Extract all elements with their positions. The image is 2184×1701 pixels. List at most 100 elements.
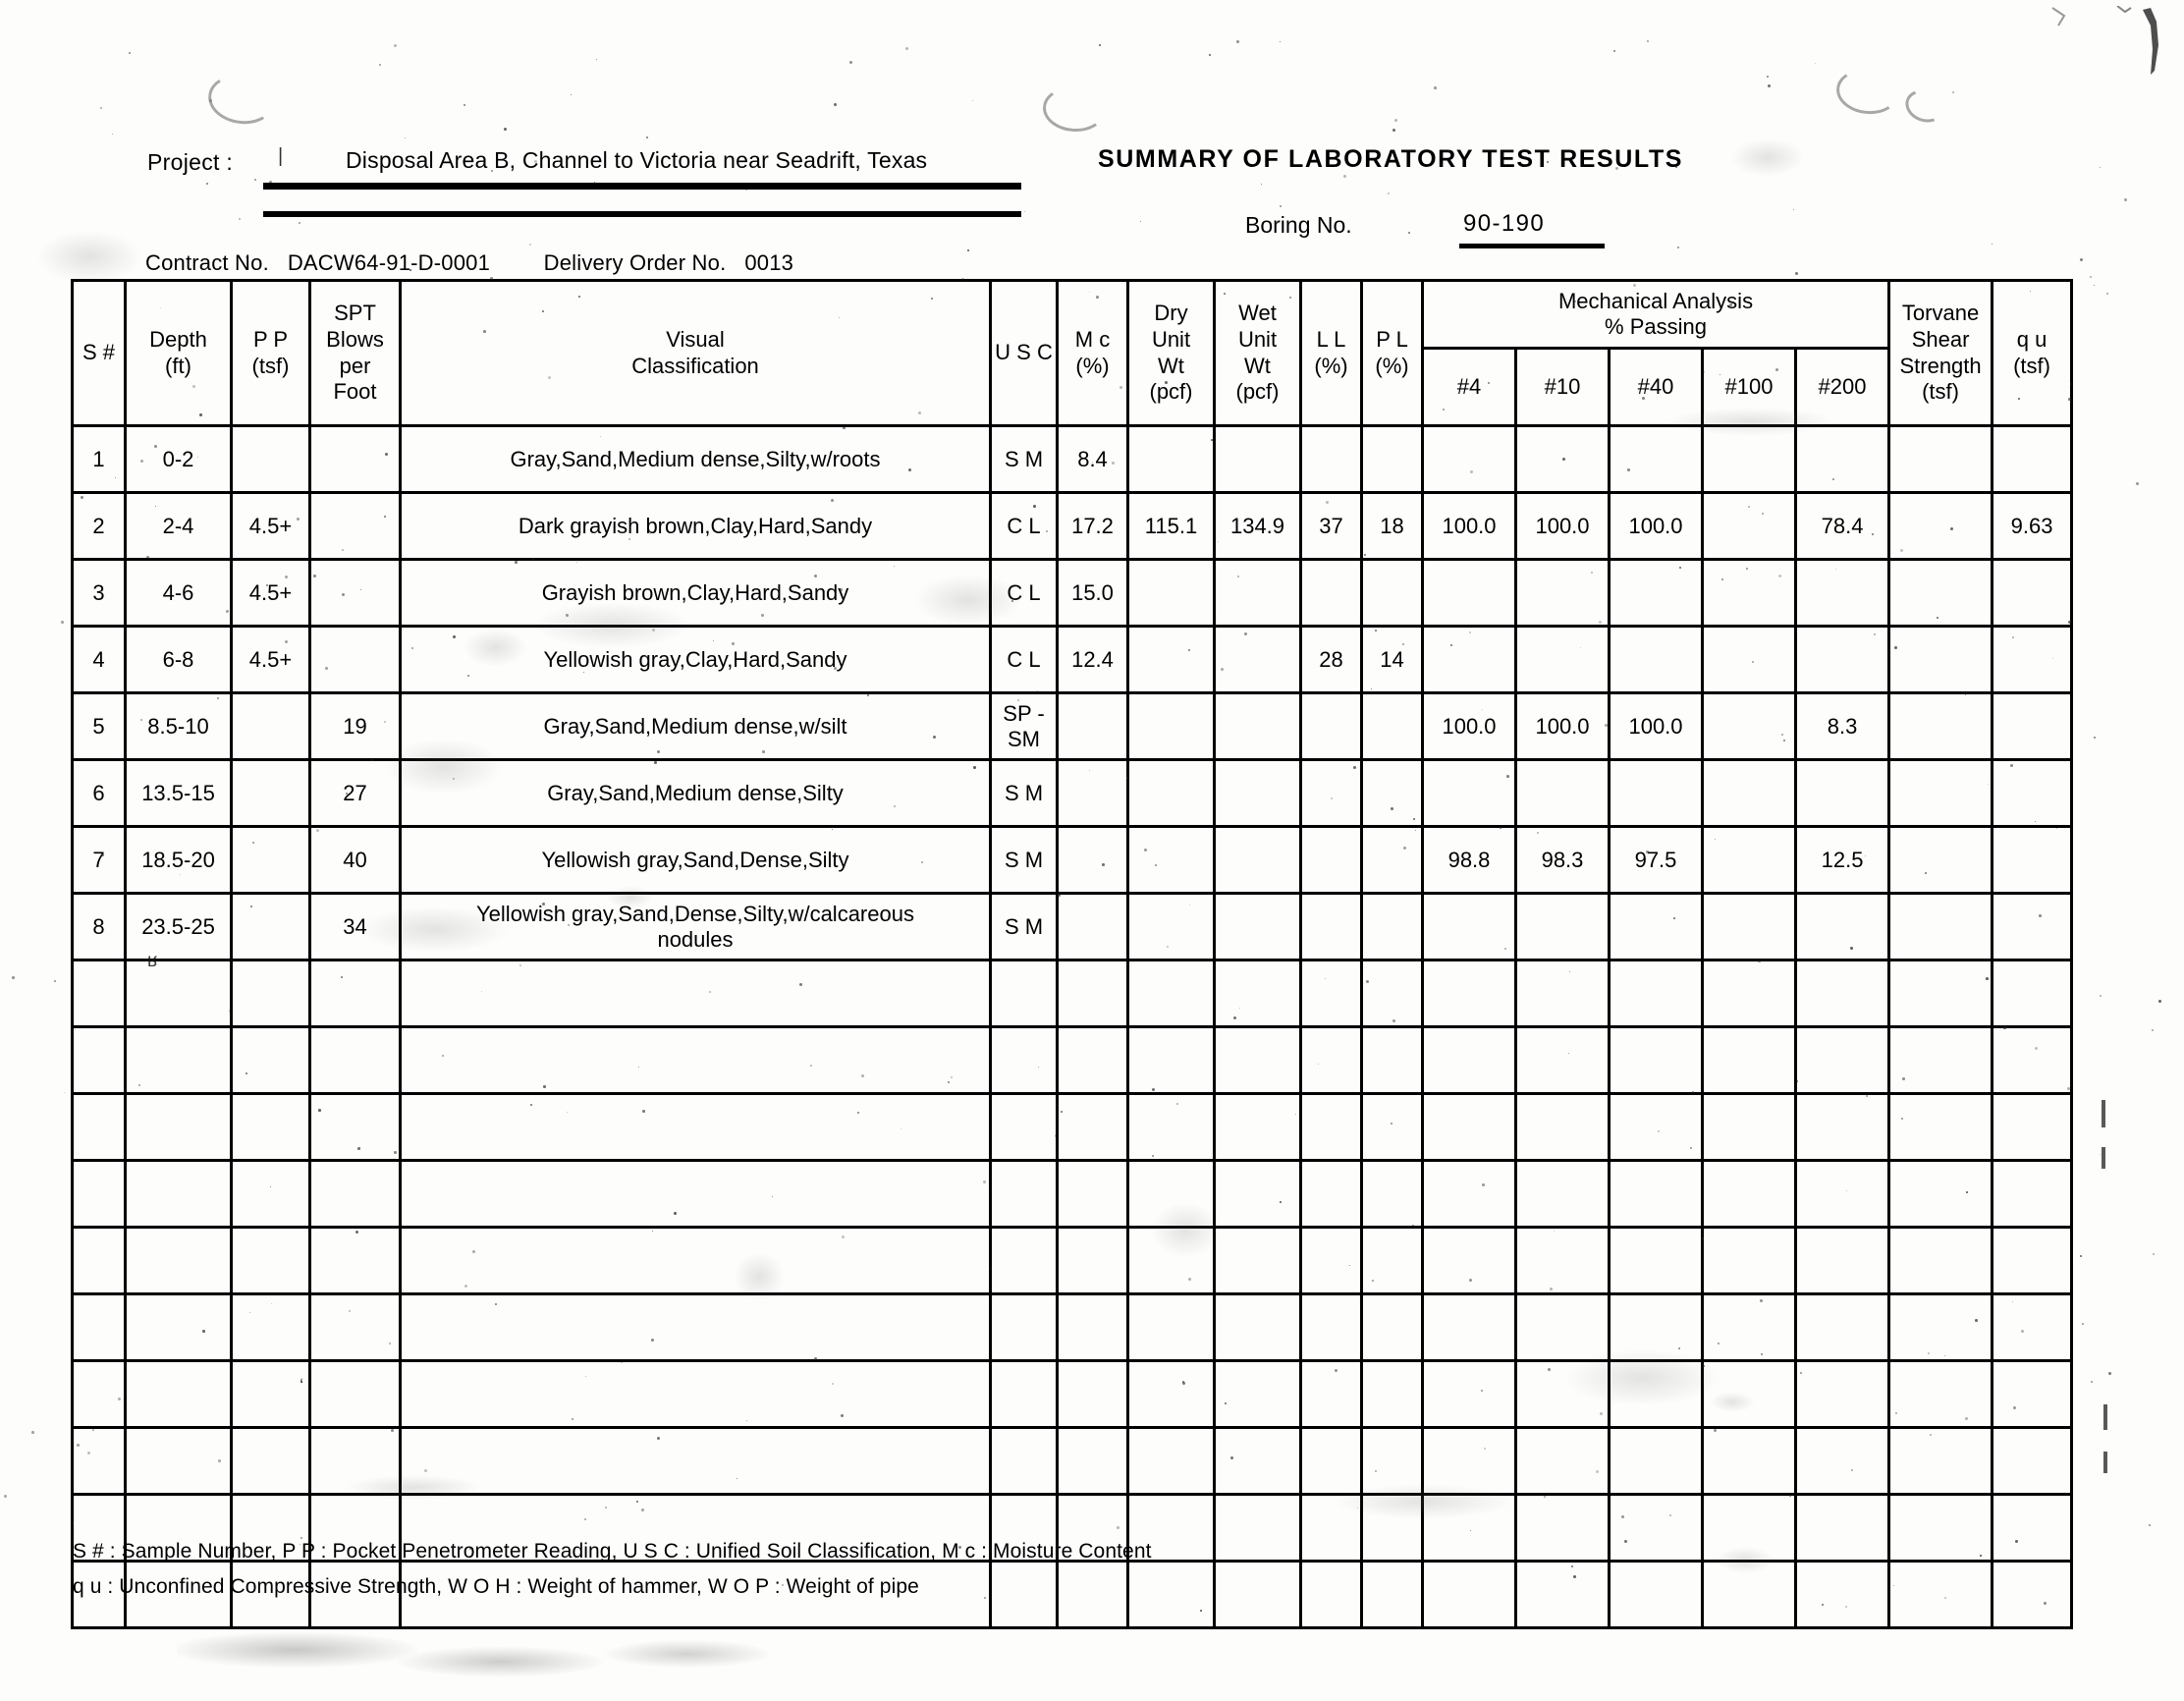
cell-wet-unit-wt — [1213, 1560, 1302, 1629]
page-title: SUMMARY OF LABORATORY TEST RESULTS — [1098, 145, 1684, 173]
cell-dry-unit-wt — [1126, 424, 1216, 494]
cell-visual — [399, 1292, 992, 1362]
cell-sieve-200 — [1793, 1560, 1891, 1629]
table-row: 6 13.5-15 27 Gray,Sand,Medium dense,Silty S … — [71, 758, 2074, 828]
scan-speckle — [2124, 198, 2128, 202]
table-header-row-sieves: #4 #10 #40 #100 #200 — [73, 347, 2072, 427]
cell-sieve-100 — [1701, 691, 1797, 761]
scan-speckle — [1209, 54, 1212, 57]
cell-wet-unit-wt — [1213, 1359, 1302, 1429]
cell-ll — [1299, 1560, 1363, 1629]
cell-mc — [1056, 892, 1129, 961]
scan-artifact-ring — [1041, 83, 1108, 135]
cell-dry-unit-wt — [1126, 825, 1216, 895]
cell-sieve-4 — [1421, 424, 1517, 494]
cell-sieve-10 — [1514, 892, 1611, 961]
cell-dry-unit-wt — [1126, 691, 1216, 761]
cell-pl — [1360, 1426, 1424, 1496]
cell-sieve-4 — [1421, 892, 1517, 961]
cell-visual: Yellowish gray,Sand,Dense,Silty — [399, 825, 992, 895]
cell-wet-unit-wt — [1213, 1493, 1302, 1563]
scan-speckle — [1767, 76, 1770, 79]
project-underline-second — [263, 211, 1021, 217]
cell-sieve-200 — [1793, 625, 1891, 694]
table-row: 2 2-4 4.5+ Dark grayish brown,Clay,Hard,San… — [71, 491, 2074, 561]
cell-sample — [71, 1493, 127, 1563]
cell-dry-unit-wt — [1126, 1292, 1216, 1362]
cell-mc — [1056, 959, 1129, 1028]
scan-speckle — [571, 94, 573, 96]
cell-ll: 37 — [1299, 491, 1363, 561]
col-header-sieve-10: #10 — [1514, 347, 1611, 427]
scan-speckle — [1394, 119, 1398, 123]
cell-ll — [1299, 1426, 1363, 1496]
cell-ll — [1299, 758, 1363, 828]
cell-sieve-4 — [1421, 1159, 1517, 1229]
cell-sieve-100 — [1701, 625, 1797, 694]
cell-sieve-40 — [1608, 1159, 1704, 1229]
table-row — [71, 1025, 2074, 1095]
scan-speckle — [12, 976, 15, 979]
cell-depth — [124, 1226, 233, 1295]
cell-usc — [989, 1560, 1059, 1629]
table-header-row-main: S # Depth (ft) P P (tsf) — [71, 279, 2074, 427]
col-header-sieve-40: #40 — [1608, 347, 1704, 427]
col-header-sieve-200: #200 — [1793, 347, 1891, 427]
cell-sieve-200 — [1793, 959, 1891, 1028]
cell-pl — [1360, 424, 1424, 494]
scan-speckle — [1099, 44, 1101, 46]
scan-speckle — [972, 100, 974, 102]
cell-qu — [1991, 424, 2074, 494]
cell-sieve-100 — [1701, 1426, 1797, 1496]
scan-speckle — [464, 104, 466, 107]
cell-sieve-4 — [1421, 1092, 1517, 1162]
scan-speckle — [967, 249, 969, 251]
cell-visual: Yellowish gray,Sand,Dense,Silty,w/calcar… — [399, 892, 992, 961]
col-header-wet-unit-wt: Wet Unit Wt (pcf) — [1213, 279, 1302, 427]
cell-sieve-10 — [1514, 1359, 1611, 1429]
cell-usc — [989, 1359, 1059, 1429]
cell-pl — [1360, 1226, 1424, 1295]
scan-speckle — [2106, 293, 2109, 296]
cell-spt — [308, 625, 402, 694]
cell-sieve-10 — [1514, 558, 1611, 628]
cell-wet-unit-wt — [1213, 1426, 1302, 1496]
cell-pp — [230, 691, 311, 761]
table-row — [71, 1292, 2074, 1362]
scan-speckle — [1236, 40, 1239, 43]
cell-dry-unit-wt — [1126, 892, 1216, 961]
cell-mc — [1056, 1292, 1129, 1362]
cell-sample — [71, 1560, 127, 1629]
cell-ll — [1299, 1359, 1363, 1429]
cell-torvane — [1887, 959, 1994, 1028]
cell-sieve-100 — [1701, 1560, 1797, 1629]
cell-pl — [1360, 1159, 1424, 1229]
col-header-sieve-100: #100 — [1701, 347, 1797, 427]
cell-sieve-200: 12.5 — [1793, 825, 1891, 895]
cell-pp: 4.5+ — [230, 625, 311, 694]
cell-torvane — [1887, 558, 1994, 628]
scan-speckle — [299, 222, 301, 225]
cell-visual — [399, 1426, 992, 1496]
scan-speckle — [1795, 272, 1799, 276]
scan-speckle — [1768, 84, 1772, 88]
scan-speckle — [209, 99, 213, 103]
cell-visual: Gray,Sand,Medium dense,w/silt — [399, 691, 992, 761]
cell-usc — [989, 1226, 1059, 1295]
cell-sieve-10: 98.3 — [1514, 825, 1611, 895]
scan-speckle — [1261, 184, 1263, 186]
scan-speckle — [394, 44, 398, 48]
scan-artifact-ring — [204, 70, 279, 129]
cell-spt — [308, 1025, 402, 1095]
cell-visual — [399, 959, 992, 1028]
cell-spt — [308, 1292, 402, 1362]
cell-mc: 12.4 — [1056, 625, 1129, 694]
cell-depth: 23.5-25 — [124, 892, 233, 961]
cell-sieve-100 — [1701, 1226, 1797, 1295]
scan-speckle — [2108, 1372, 2111, 1375]
cell-pp — [230, 1426, 311, 1496]
scan-speckle — [1280, 205, 1283, 208]
cell-sieve-10 — [1514, 758, 1611, 828]
cell-usc — [989, 1292, 1059, 1362]
